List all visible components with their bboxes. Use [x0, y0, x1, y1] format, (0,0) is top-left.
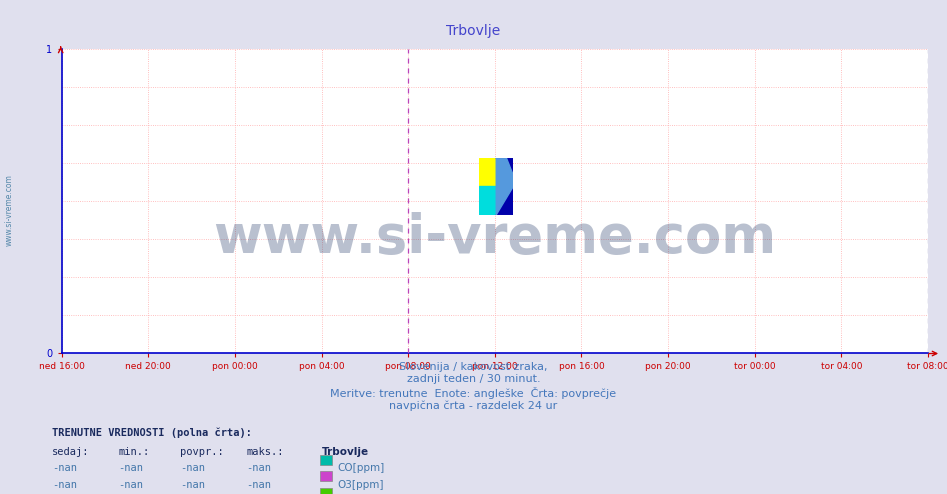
Polygon shape [496, 158, 513, 215]
Text: navpična črta - razdelek 24 ur: navpična črta - razdelek 24 ur [389, 400, 558, 411]
Text: TRENUTNE VREDNOSTI (polna črta):: TRENUTNE VREDNOSTI (polna črta): [52, 427, 252, 438]
Text: O3[ppm]: O3[ppm] [337, 480, 384, 490]
Text: -nan: -nan [52, 463, 77, 473]
Text: povpr.:: povpr.: [180, 447, 223, 457]
Text: -nan: -nan [180, 480, 205, 490]
Polygon shape [496, 158, 513, 215]
Text: Trbovlje: Trbovlje [322, 447, 369, 457]
Text: -nan: -nan [52, 480, 77, 490]
Text: Meritve: trenutne  Enote: angleške  Črta: povprečje: Meritve: trenutne Enote: angleške Črta: … [331, 387, 616, 399]
Bar [479, 158, 496, 187]
Text: CO[ppm]: CO[ppm] [337, 463, 384, 473]
Text: Slovenija / kakovost zraka,: Slovenija / kakovost zraka, [400, 362, 547, 371]
Text: -nan: -nan [118, 480, 143, 490]
Text: Trbovlje: Trbovlje [446, 24, 501, 38]
Text: zadnji teden / 30 minut.: zadnji teden / 30 minut. [406, 374, 541, 384]
Bar [479, 187, 496, 215]
Text: -nan: -nan [246, 480, 271, 490]
Text: maks.:: maks.: [246, 447, 284, 457]
Text: sedaj:: sedaj: [52, 447, 90, 457]
Text: -nan: -nan [246, 463, 271, 473]
Text: www.si-vreme.com: www.si-vreme.com [213, 212, 777, 264]
Text: -nan: -nan [180, 463, 205, 473]
Text: www.si-vreme.com: www.si-vreme.com [5, 174, 14, 246]
Text: -nan: -nan [118, 463, 143, 473]
Text: min.:: min.: [118, 447, 150, 457]
